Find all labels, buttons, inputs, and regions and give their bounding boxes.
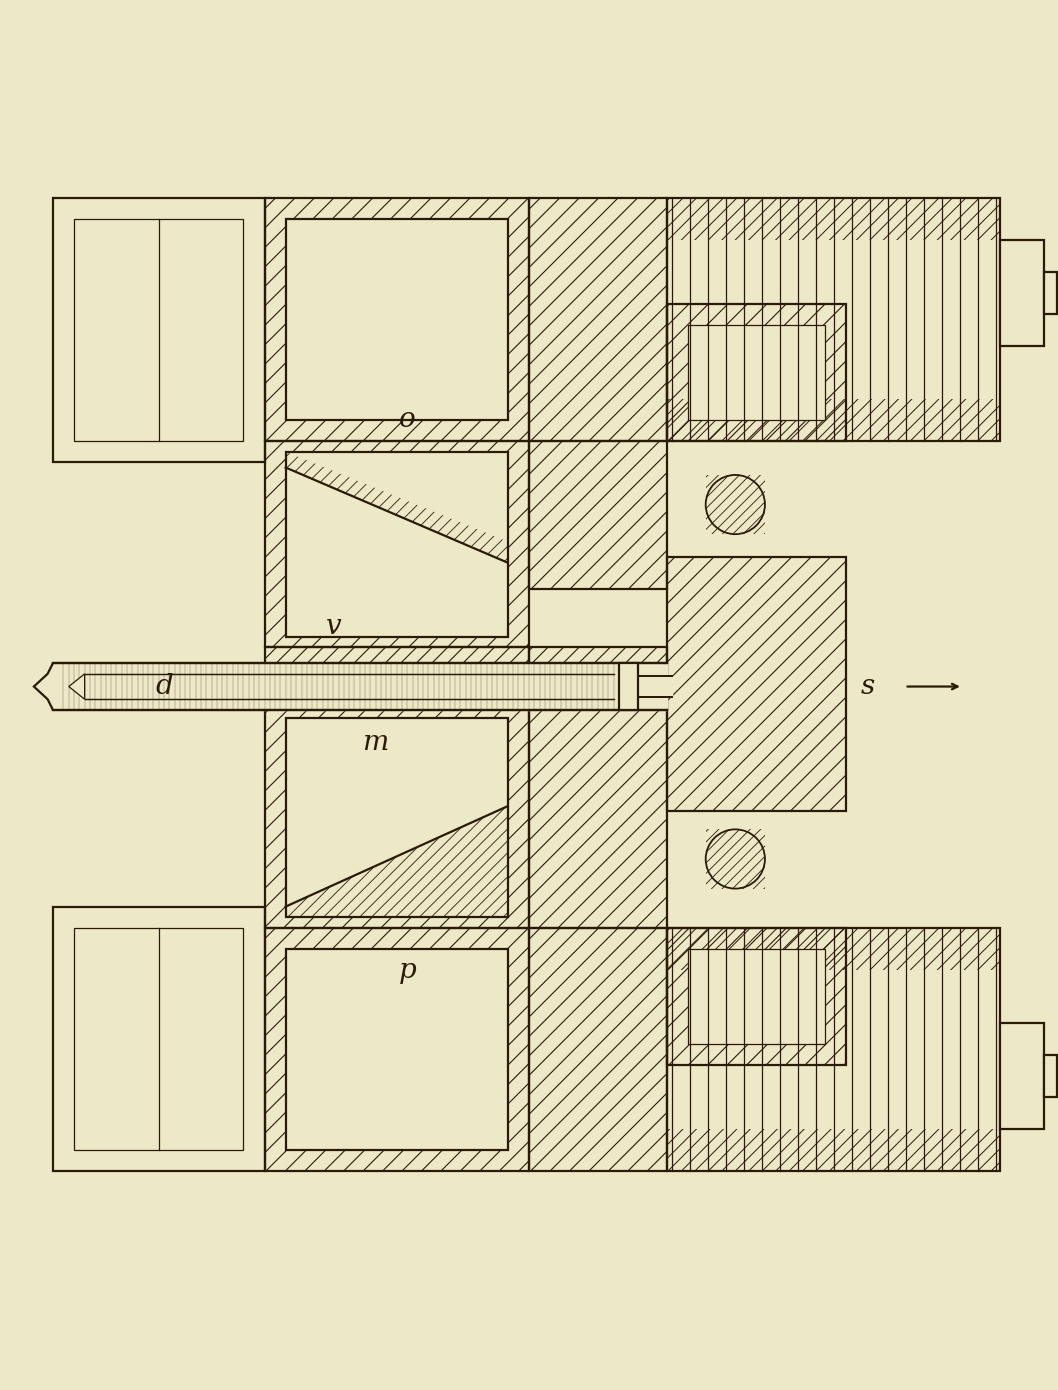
Polygon shape <box>74 218 243 441</box>
Bar <box>1000 240 1044 346</box>
Polygon shape <box>286 452 508 637</box>
Polygon shape <box>74 927 243 1150</box>
Polygon shape <box>53 197 264 463</box>
Bar <box>1044 272 1057 314</box>
Text: v: v <box>326 613 341 639</box>
Polygon shape <box>688 949 825 1044</box>
Polygon shape <box>619 663 638 710</box>
Bar <box>1044 1055 1057 1097</box>
Polygon shape <box>69 674 85 699</box>
Text: d: d <box>156 673 172 701</box>
Polygon shape <box>286 218 508 420</box>
Polygon shape <box>34 663 53 710</box>
Text: m: m <box>363 730 388 756</box>
Text: o: o <box>399 406 416 434</box>
Polygon shape <box>688 325 825 420</box>
Polygon shape <box>286 719 508 917</box>
Text: p: p <box>399 956 416 984</box>
Bar <box>1000 1023 1044 1129</box>
Polygon shape <box>286 949 508 1150</box>
Polygon shape <box>53 906 264 1172</box>
Text: s: s <box>860 673 875 701</box>
